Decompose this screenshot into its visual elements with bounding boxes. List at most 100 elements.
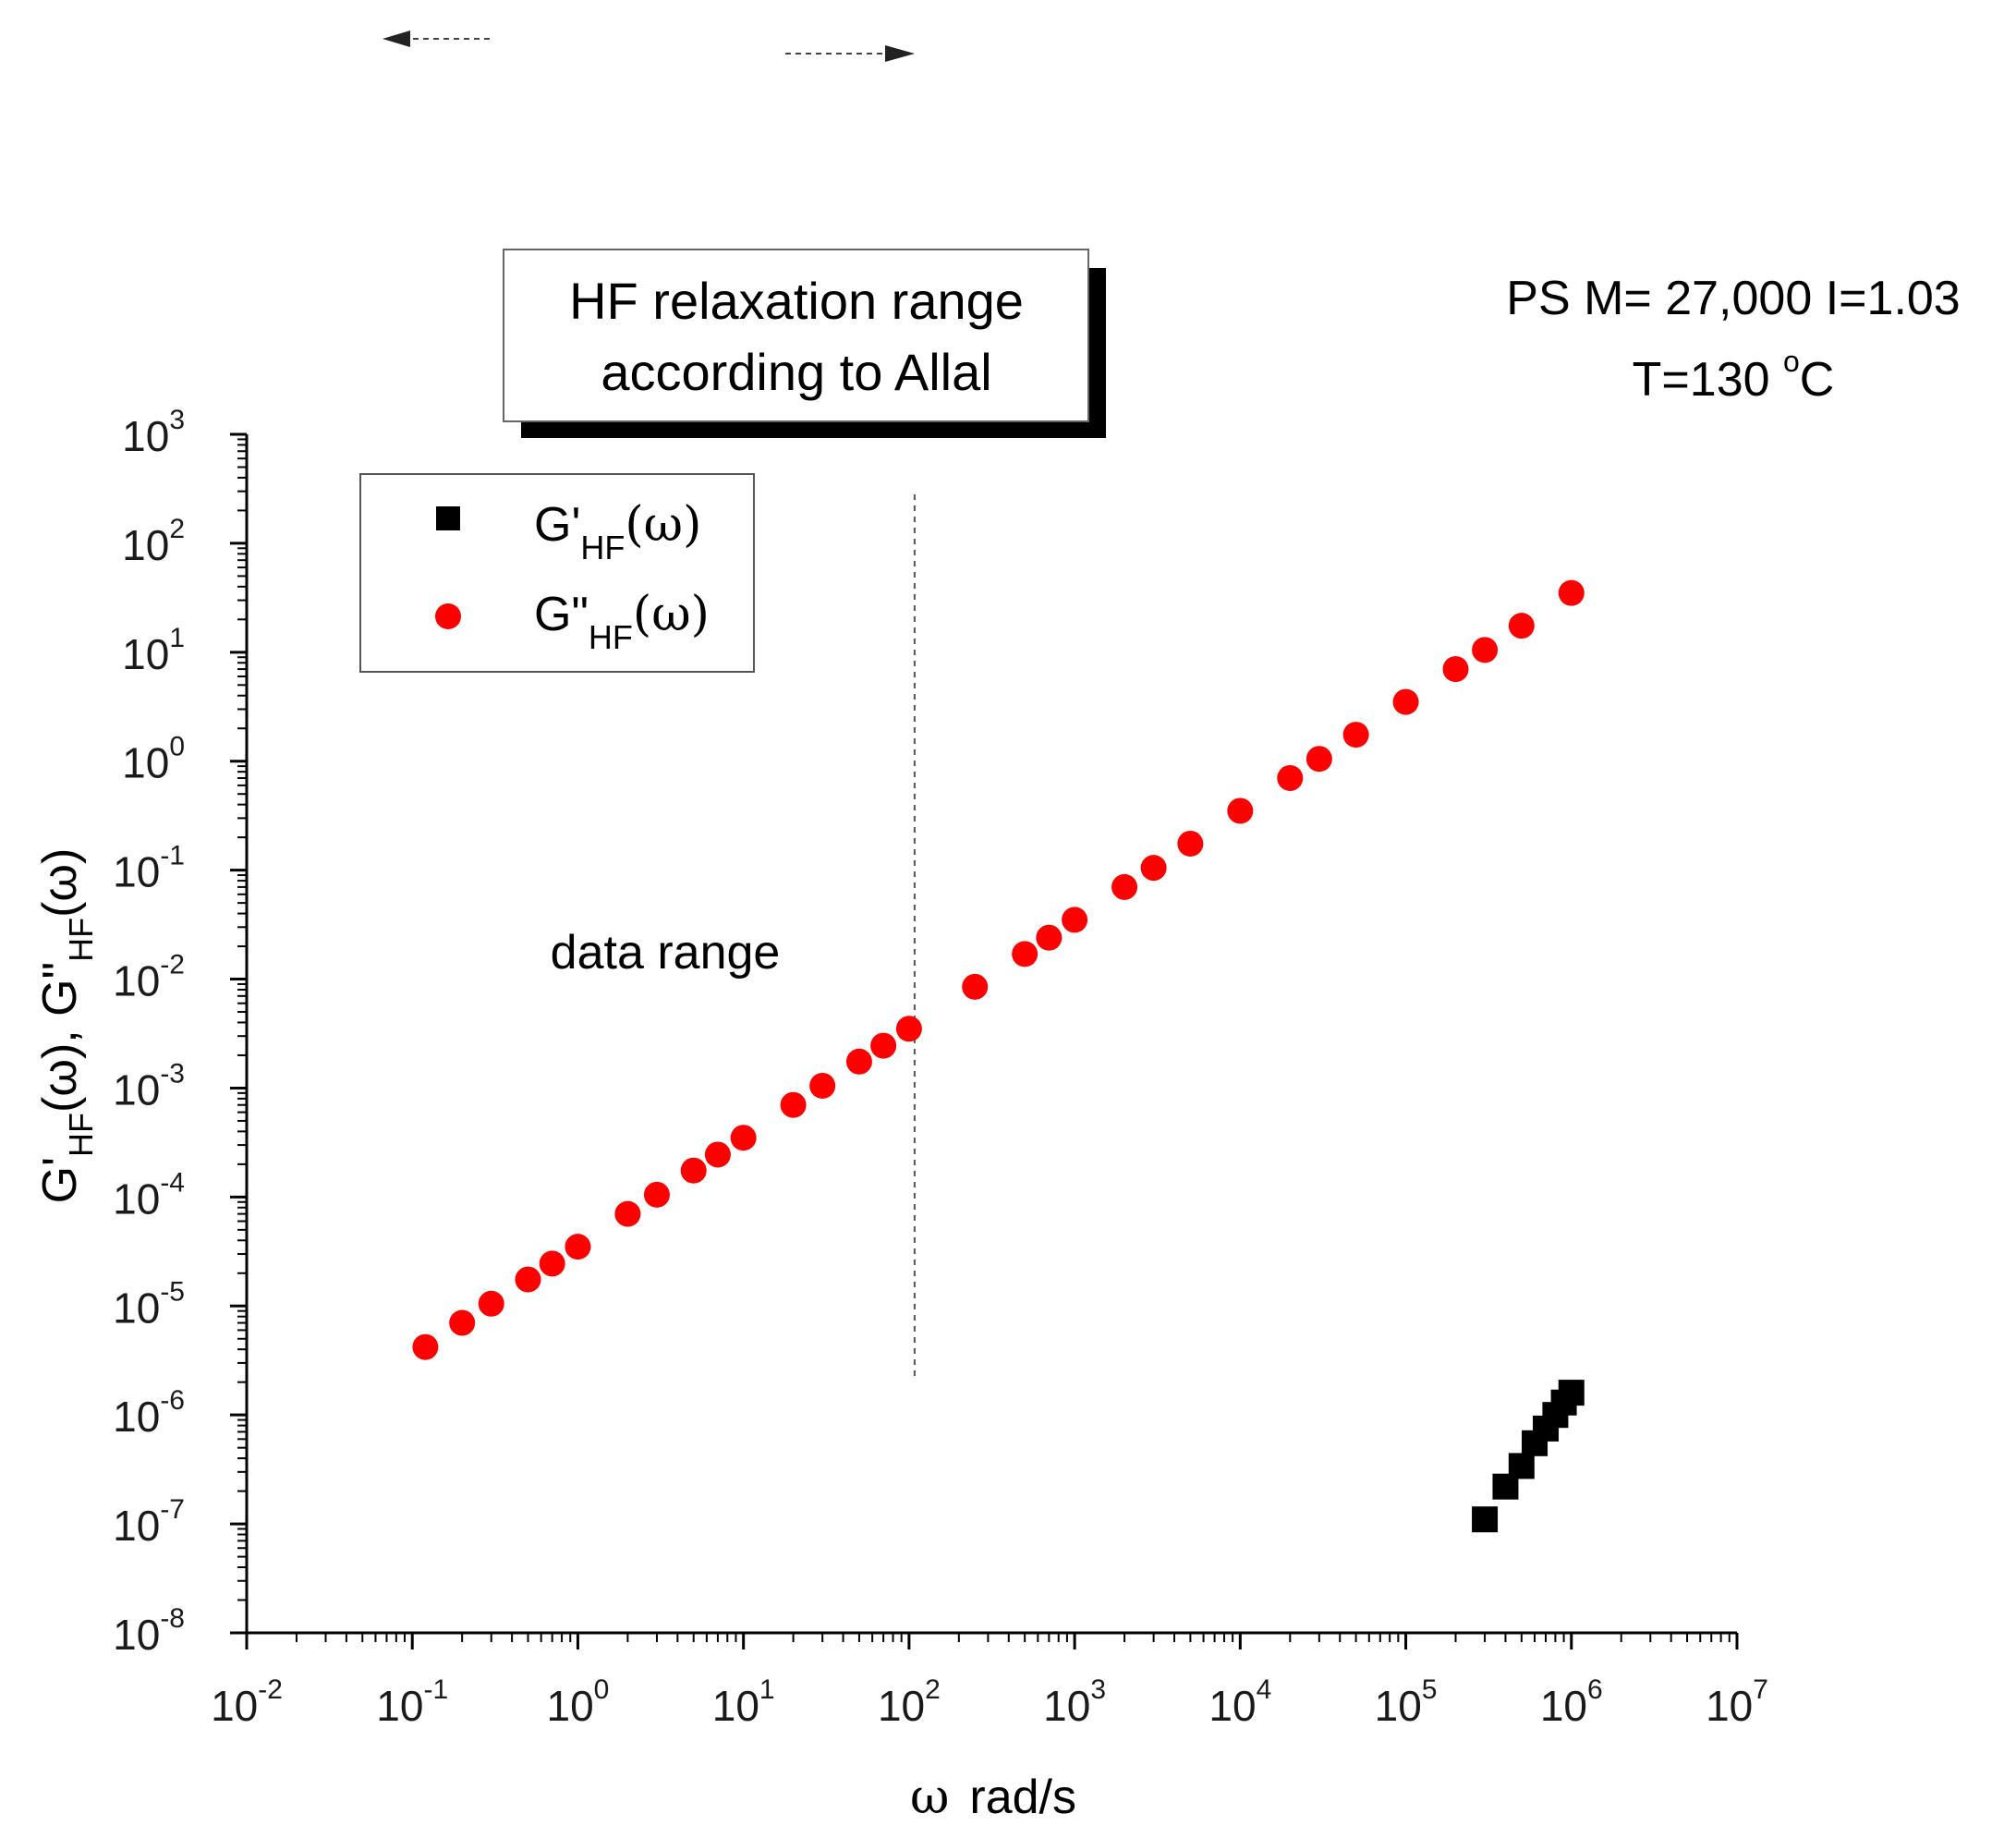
legend-label-gprime: G'HF(ω) xyxy=(534,497,701,566)
x-tick-label: 101 xyxy=(712,1674,775,1730)
data-point-gdoubleprime xyxy=(1062,907,1088,933)
data-point-gdoubleprime xyxy=(870,1032,897,1059)
y-tick-base: 10 xyxy=(113,1175,160,1223)
y-tick-exponent: -3 xyxy=(160,1058,185,1089)
y-axis-label: G'HF(ω), G"HF(ω) xyxy=(33,848,100,1204)
data-point-gdoubleprime xyxy=(478,1290,504,1317)
x-tick-exponent: -2 xyxy=(258,1674,283,1705)
x-axis-symbol: ω xyxy=(910,1770,949,1825)
x-tick-exponent: 5 xyxy=(1422,1674,1438,1705)
x-tick-base: 10 xyxy=(1706,1682,1753,1730)
y-tick-exponent: 2 xyxy=(169,514,185,544)
data-point-gdoubleprime xyxy=(1508,613,1535,639)
x-tick-label: 100 xyxy=(547,1674,610,1730)
x-tick-exponent: 4 xyxy=(1257,1674,1272,1705)
data-point-gdoubleprime xyxy=(1342,722,1369,749)
data-point-gdoubleprime xyxy=(780,1091,807,1118)
x-tick-label: 105 xyxy=(1375,1674,1438,1730)
series-gprime xyxy=(1472,1380,1585,1533)
legend-gdoubleprime-sub: HF xyxy=(589,618,633,656)
data-point-gdoubleprime xyxy=(730,1125,757,1151)
legend-label-gdoubleprime: G"HF(ω) xyxy=(534,587,710,656)
data-point-gdoubleprime xyxy=(1177,830,1204,857)
data-point-gdoubleprime xyxy=(614,1200,641,1227)
data-point-gdoubleprime xyxy=(680,1157,707,1184)
x-axis-unit: rad/s xyxy=(969,1771,1076,1824)
annotation-box-line2: according to Allal xyxy=(601,343,991,401)
x-tick-base: 10 xyxy=(1043,1682,1090,1730)
sample-label-line2: T=130 oC xyxy=(1633,345,1835,407)
sample-label-line1: PS M= 27,000 I=1.03 xyxy=(1506,272,1960,325)
x-tick-exponent: 6 xyxy=(1587,1674,1603,1705)
y-tick-label: 10-1 xyxy=(113,841,185,896)
series-gdoubleprime xyxy=(412,579,1585,1360)
x-tick-base: 10 xyxy=(376,1682,423,1730)
y-tick-label: 10-3 xyxy=(113,1058,185,1114)
y-tick-exponent: 0 xyxy=(169,732,185,762)
y-tick-base: 10 xyxy=(113,848,160,896)
data-point-gdoubleprime xyxy=(1442,656,1469,683)
data-point-gdoubleprime xyxy=(1111,873,1138,900)
right-arrow-head xyxy=(885,45,915,62)
y-tick-label: 101 xyxy=(122,623,185,678)
y-ticks xyxy=(230,432,247,1635)
y-axis-p3: (ω) xyxy=(33,848,87,918)
y-tick-base: 10 xyxy=(113,1502,160,1550)
x-tick-label: 106 xyxy=(1540,1674,1603,1730)
data-point-gdoubleprime xyxy=(643,1181,670,1208)
annotation-box-line1: HF relaxation range xyxy=(569,272,1024,330)
x-ticks xyxy=(245,1633,1739,1649)
y-tick-exponent: -5 xyxy=(160,1276,185,1307)
x-tick-exponent: 0 xyxy=(594,1674,610,1705)
data-point-gdoubleprime xyxy=(895,1016,922,1042)
data-point-gdoubleprime xyxy=(1472,637,1499,663)
legend-gdoubleprime-main: G" xyxy=(534,588,589,641)
data-point-gdoubleprime xyxy=(845,1048,872,1075)
y-tick-exponent: 3 xyxy=(169,405,185,435)
x-tick-exponent: 7 xyxy=(1753,1674,1768,1705)
data-point-gdoubleprime xyxy=(1140,855,1167,882)
x-tick-base: 10 xyxy=(712,1682,759,1730)
x-tick-base: 10 xyxy=(547,1682,594,1730)
annotation-box: HF relaxation range according to Allal xyxy=(503,249,1106,438)
y-tick-label: 10-4 xyxy=(113,1167,185,1223)
y-tick-base: 10 xyxy=(113,957,160,1005)
data-point-gdoubleprime xyxy=(565,1234,591,1260)
data-point-gdoubleprime xyxy=(1392,688,1419,715)
sample-temp-unit: C xyxy=(1800,353,1835,407)
y-tick-base: 10 xyxy=(122,412,169,460)
y-tick-base: 10 xyxy=(113,1393,160,1441)
y-tick-exponent: -1 xyxy=(160,841,185,871)
y-axis-p1: G' xyxy=(33,1157,87,1203)
legend-gprime-main: G' xyxy=(534,498,580,552)
y-tick-label: 10-6 xyxy=(113,1385,185,1441)
y-tick-base: 10 xyxy=(113,1284,160,1332)
y-tick-base: 10 xyxy=(113,1065,160,1114)
legend-marker-square xyxy=(436,506,460,530)
y-tick-label: 10-5 xyxy=(113,1276,185,1332)
data-point-gdoubleprime xyxy=(1012,941,1038,968)
y-tick-label: 103 xyxy=(122,405,185,460)
y-tick-label: 100 xyxy=(122,732,185,787)
x-tick-exponent: -1 xyxy=(423,1674,448,1705)
x-tick-base: 10 xyxy=(1208,1682,1256,1730)
legend-gdoubleprime-suffix: (ω) xyxy=(633,587,710,642)
x-tick-label: 102 xyxy=(878,1674,941,1730)
legend-gprime-suffix: (ω) xyxy=(625,497,701,553)
y-tick-exponent: -4 xyxy=(160,1167,185,1198)
y-tick-base: 10 xyxy=(122,630,169,678)
data-point-gdoubleprime xyxy=(962,973,989,1000)
legend-gprime-sub: HF xyxy=(580,529,625,566)
data-point-gdoubleprime xyxy=(704,1141,731,1168)
x-tick-base: 10 xyxy=(878,1682,925,1730)
legend-marker-circle xyxy=(435,603,461,629)
x-tick-labels: 10-2 10-1 100 101 102 103 104 105 106 107 xyxy=(211,1674,1768,1730)
y-tick-base: 10 xyxy=(122,739,169,787)
x-tick-base: 10 xyxy=(1375,1682,1422,1730)
data-point-gdoubleprime xyxy=(1227,797,1254,824)
x-tick-label: 107 xyxy=(1706,1674,1768,1730)
top-arrows xyxy=(383,30,915,62)
data-point-gdoubleprime xyxy=(1306,746,1332,773)
y-axis-p2-sub: HF xyxy=(62,918,100,962)
